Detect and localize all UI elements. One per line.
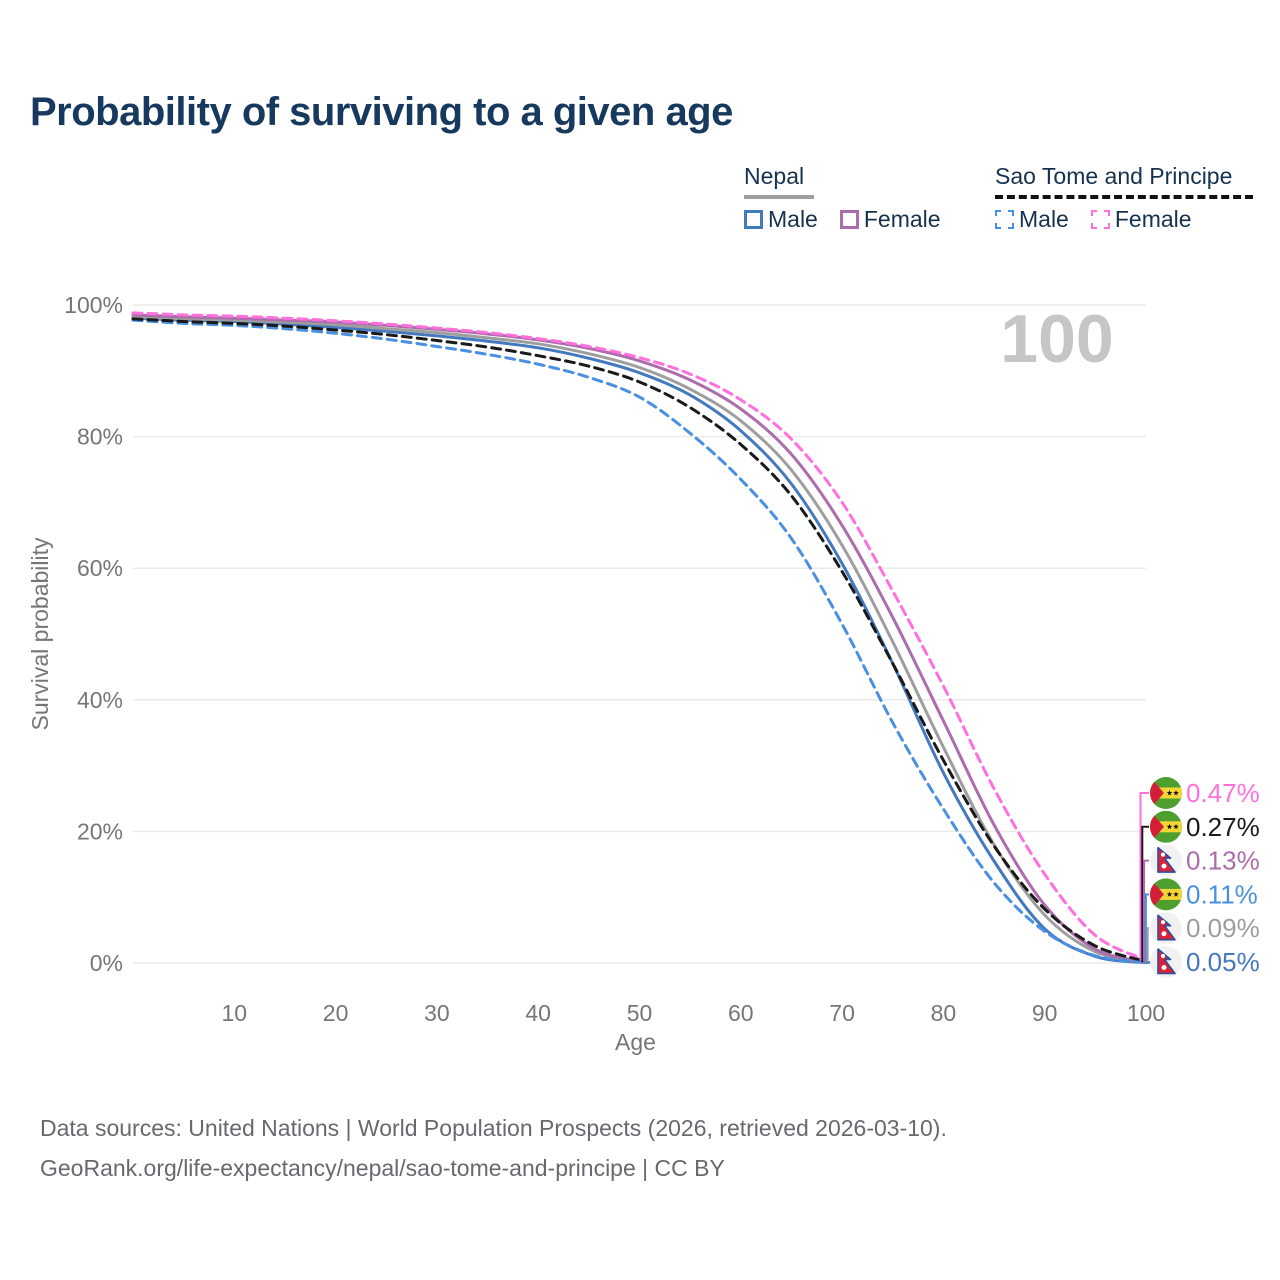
end-label-value: 0.47%	[1186, 778, 1260, 808]
chart-line-sao-tome-and-principe[interactable]	[131, 317, 1148, 963]
end-label-value: 0.09%	[1186, 913, 1260, 943]
nepal-sun	[1161, 863, 1167, 869]
end-label-value: 0.11%	[1186, 879, 1258, 909]
legend-item-label: Female	[1114, 205, 1192, 232]
legend-item-sao-tome-female[interactable]: Female	[1090, 205, 1192, 233]
flag-yellow-band	[1150, 888, 1182, 900]
flag-red-triangle	[1150, 810, 1164, 843]
end-label-nepal-male: 0.05%	[1146, 946, 1260, 978]
nepal-moon	[1160, 953, 1166, 959]
chart-line-nepal-male[interactable]	[131, 316, 1148, 965]
sao-tome-female-swatch-icon	[1090, 209, 1110, 229]
legend-item-sao-tome-male[interactable]: Male	[995, 206, 1069, 233]
end-label-sao-tome-and-principe-male: 0.11%	[1144, 878, 1258, 964]
legend-group-nepal-title: Nepal	[744, 163, 805, 189]
end-label-nepal-female: 0.13%	[1143, 844, 1260, 964]
x-axis-title: Age	[615, 1029, 656, 1055]
y-tick-label: 80%	[77, 424, 123, 450]
watermark-age: 100	[1000, 301, 1113, 377]
x-tick-label: 50	[627, 1000, 653, 1026]
end-label-nepal: 0.09%	[1146, 912, 1260, 964]
end-label-sao-tome-and-principe-female: 0.47%	[1139, 777, 1260, 961]
sao-tome-flag-icon	[1150, 878, 1182, 911]
flag-star	[1166, 823, 1173, 830]
x-tick-label: 70	[829, 1000, 855, 1026]
chart-line-nepal-female[interactable]	[131, 313, 1148, 964]
x-tick-label: 20	[323, 1000, 349, 1026]
y-axis-title: Survival probability	[27, 537, 53, 731]
flag-star	[1173, 790, 1179, 796]
nepal-female-swatch-icon	[839, 209, 859, 229]
legend-group-sao-tome-title: Sao Tome and Principe	[995, 163, 1233, 189]
page-title: Probability of surviving to a given age	[30, 90, 733, 134]
x-tick-label: 60	[728, 1000, 754, 1026]
nepal-flag-icon	[1150, 844, 1182, 877]
legend-sao-tome-underline	[995, 194, 1253, 199]
x-tick-label: 10	[222, 1000, 248, 1026]
y-tick-label: 60%	[77, 555, 123, 581]
nepal-flag-icon	[1150, 912, 1182, 945]
legend-item-label: Male	[1019, 205, 1069, 232]
flag-star	[1166, 790, 1173, 796]
legend-item-label: Female	[863, 205, 941, 232]
x-tick-label: 30	[424, 1000, 450, 1026]
y-tick-label: 0%	[90, 950, 123, 976]
legend-nepal-underline	[744, 194, 814, 199]
legend-item-label: Male	[768, 205, 818, 232]
flag-red-triangle	[1150, 777, 1164, 809]
y-tick-label: 40%	[77, 687, 123, 713]
footer: Data sources: United Nations | World Pop…	[40, 1108, 947, 1189]
legend-item-nepal-female[interactable]: Female	[839, 205, 941, 233]
x-tick-label: 40	[525, 1000, 551, 1026]
gridlines	[133, 304, 1146, 964]
y-tick-label: 20%	[77, 818, 123, 844]
chart-line-nepal[interactable]	[131, 315, 1148, 964]
chart-line-sao-tome-and-principe-male[interactable]	[131, 318, 1148, 964]
nepal-flag-icon	[1150, 946, 1182, 978]
end-label-value: 0.27%	[1186, 812, 1260, 842]
nepal-moon	[1160, 920, 1166, 925]
flag-star	[1173, 823, 1179, 830]
sao-tome-flag-icon	[1150, 777, 1182, 809]
footer-url: GeoRank.org/life-expectancy/nepal/sao-to…	[40, 1155, 725, 1182]
legend-item-nepal-male[interactable]: Male	[744, 206, 818, 233]
chart-line-sao-tome-and-principe-female[interactable]	[131, 311, 1148, 962]
flag-yellow-band	[1150, 821, 1182, 833]
flag-yellow-band	[1150, 787, 1182, 799]
x-tick-label: 100	[1127, 1000, 1165, 1026]
x-tick-label: 80	[931, 1000, 957, 1026]
label-connector-line	[1146, 961, 1151, 964]
nepal-moon	[1160, 852, 1166, 857]
flag-star	[1173, 891, 1179, 897]
end-label-value: 0.05%	[1186, 947, 1260, 977]
y-tick-label: 100%	[64, 292, 123, 318]
footer-data-sources: Data sources: United Nations | World Pop…	[40, 1115, 947, 1141]
nepal-male-swatch-icon	[744, 209, 763, 229]
legend-group-nepal: Nepal Male Female	[744, 162, 963, 233]
flag-red-triangle	[1150, 878, 1164, 911]
nepal-sun	[1161, 931, 1167, 937]
end-label-value: 0.13%	[1186, 846, 1260, 876]
x-tick-label: 90	[1032, 1000, 1058, 1026]
sao-tome-male-swatch-icon	[995, 209, 1014, 229]
label-connector-line	[1144, 893, 1149, 964]
sao-tome-flag-icon	[1150, 810, 1182, 843]
flag-star	[1166, 891, 1173, 897]
legend-group-sao-tome: Sao Tome and Principe Male Female	[995, 162, 1253, 233]
nepal-sun	[1161, 965, 1167, 970]
